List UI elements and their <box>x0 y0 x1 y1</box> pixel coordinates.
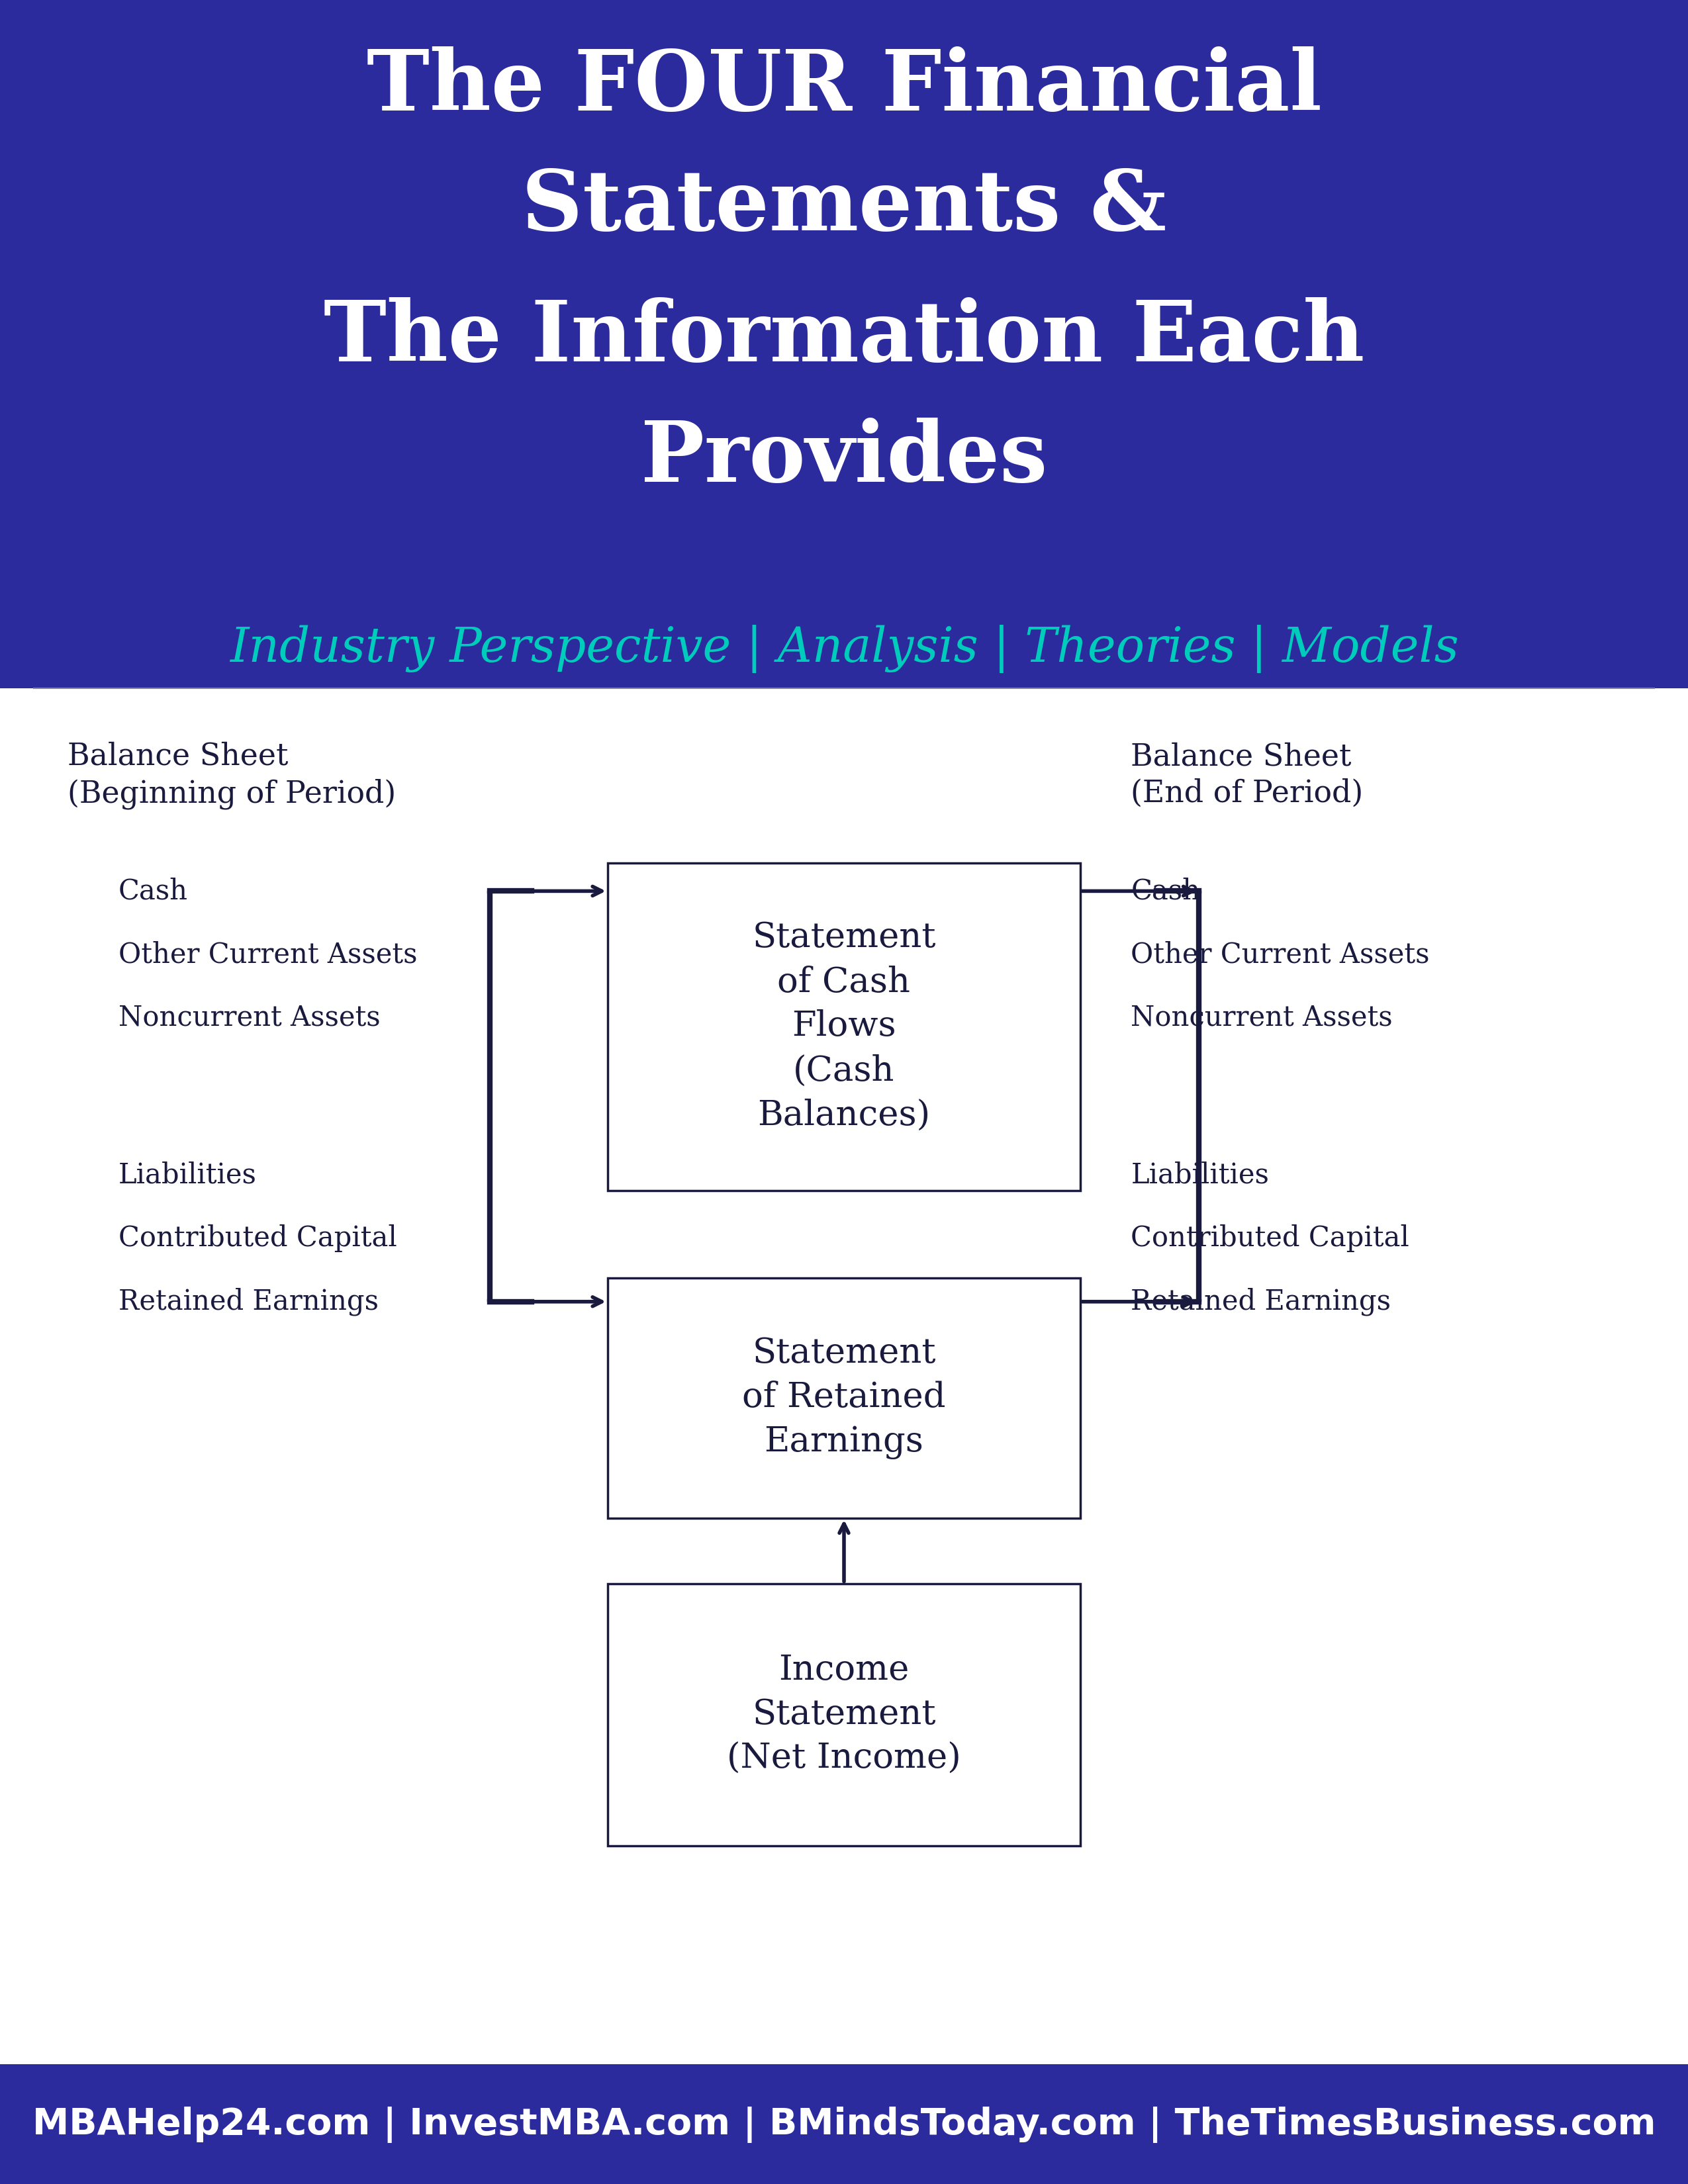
Text: Other Current Assets: Other Current Assets <box>118 941 417 968</box>
Bar <box>0 0 1688 688</box>
Text: Noncurrent Assets: Noncurrent Assets <box>118 1005 380 1031</box>
Text: MBAHelp24.com | InvestMBA.com | BMindsToday.com | TheTimesBusiness.com: MBAHelp24.com | InvestMBA.com | BMindsTo… <box>32 2108 1656 2143</box>
Text: The Information Each: The Information Each <box>324 297 1364 380</box>
Bar <box>0 2064 1688 2184</box>
Text: Statement
of Cash
Flows
(Cash
Balances): Statement of Cash Flows (Cash Balances) <box>753 922 935 1131</box>
Text: Liabilities: Liabilities <box>118 1162 257 1188</box>
Text: Other Current Assets: Other Current Assets <box>1131 941 1430 968</box>
Text: Balance Sheet
(End of Period): Balance Sheet (End of Period) <box>1131 743 1364 808</box>
Text: Liabilities: Liabilities <box>1131 1162 1269 1188</box>
Text: Cash: Cash <box>118 878 187 904</box>
Text: Provides: Provides <box>641 417 1047 500</box>
Text: Cash: Cash <box>1131 878 1200 904</box>
Bar <box>608 863 1080 1190</box>
Text: Statements &: Statements & <box>522 166 1166 249</box>
Text: Retained Earnings: Retained Earnings <box>1131 1289 1391 1315</box>
Text: Retained Earnings: Retained Earnings <box>118 1289 378 1315</box>
Text: Contributed Capital: Contributed Capital <box>118 1225 397 1251</box>
Bar <box>0 688 1688 2064</box>
Text: Industry Perspective | Analysis | Theories | Models: Industry Perspective | Analysis | Theori… <box>230 625 1458 673</box>
Text: Income
Statement
(Net Income): Income Statement (Net Income) <box>728 1653 960 1776</box>
Text: Balance Sheet
(Beginning of Period): Balance Sheet (Beginning of Period) <box>68 740 397 810</box>
Text: Contributed Capital: Contributed Capital <box>1131 1225 1409 1251</box>
Text: Statement
of Retained
Earnings: Statement of Retained Earnings <box>743 1337 945 1459</box>
Bar <box>608 1583 1080 1845</box>
Text: The FOUR Financial: The FOUR Financial <box>366 46 1322 129</box>
Bar <box>608 1278 1080 1518</box>
Text: Noncurrent Assets: Noncurrent Assets <box>1131 1005 1393 1031</box>
